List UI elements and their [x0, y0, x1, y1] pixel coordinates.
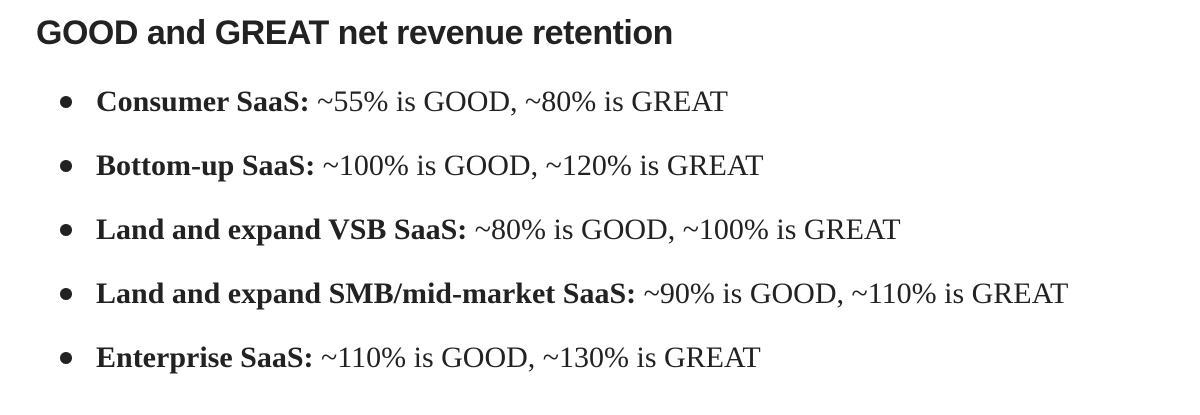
bullet-icon — [60, 160, 72, 172]
list-item-text: Land and expand SMB/mid-market SaaS: ~90… — [96, 272, 1068, 316]
list-item-text: Bottom-up SaaS: ~100% is GOOD, ~120% is … — [96, 144, 764, 188]
list-item-label: Enterprise SaaS: — [96, 341, 314, 374]
list-item-label: Bottom-up SaaS: — [96, 149, 316, 182]
bullet-icon — [60, 352, 72, 364]
page-title: GOOD and GREAT net revenue retention — [36, 14, 673, 52]
list-item-label: Land and expand SMB/mid-market SaaS: — [96, 277, 637, 310]
list-item-text: Enterprise SaaS: ~110% is GOOD, ~130% is… — [96, 336, 761, 380]
bullet-icon — [60, 96, 72, 108]
list-item-vsb-saas: Land and expand VSB SaaS: ~80% is GOOD, … — [0, 208, 1200, 272]
list-item-value: ~55% is GOOD, ~80% is GREAT — [309, 85, 728, 118]
list-item-text: Land and expand VSB SaaS: ~80% is GOOD, … — [96, 208, 901, 252]
list-item-value: ~110% is GOOD, ~130% is GREAT — [313, 341, 761, 374]
list-item-bottom-up-saas: Bottom-up SaaS: ~100% is GOOD, ~120% is … — [0, 144, 1200, 208]
bullet-icon — [60, 224, 72, 236]
list-item-value: ~100% is GOOD, ~120% is GREAT — [315, 149, 764, 182]
list-item-smb-saas: Land and expand SMB/mid-market SaaS: ~90… — [0, 272, 1200, 336]
list-item-label: Land and expand VSB SaaS: — [96, 213, 468, 246]
list-item-label: Consumer SaaS: — [96, 85, 310, 118]
list-item-value: ~80% is GOOD, ~100% is GREAT — [467, 213, 901, 246]
bullet-icon — [60, 288, 72, 300]
list-item-enterprise-saas: Enterprise SaaS: ~110% is GOOD, ~130% is… — [0, 336, 1200, 400]
retention-benchmark-list: Consumer SaaS: ~55% is GOOD, ~80% is GRE… — [0, 80, 1200, 400]
list-item-consumer-saas: Consumer SaaS: ~55% is GOOD, ~80% is GRE… — [0, 80, 1200, 144]
list-item-text: Consumer SaaS: ~55% is GOOD, ~80% is GRE… — [96, 80, 728, 124]
list-item-value: ~90% is GOOD, ~110% is GREAT — [636, 277, 1069, 310]
